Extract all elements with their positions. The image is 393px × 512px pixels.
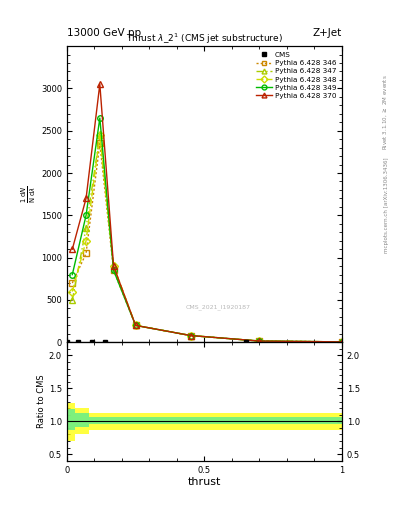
Bar [67,403,75,441]
Bar [75,408,89,435]
Bar [89,417,103,424]
Title: Thrust $\lambda$_2$^1$ (CMS jet substructure): Thrust $\lambda$_2$^1$ (CMS jet substruc… [126,32,283,46]
Text: 13000 GeV pp: 13000 GeV pp [67,28,141,38]
Bar [116,417,149,424]
Text: Z+Jet: Z+Jet [313,28,342,38]
Text: mcplots.cern.ch [arXiv:1306.3436]: mcplots.cern.ch [arXiv:1306.3436] [384,157,389,252]
Bar [103,413,116,430]
Bar [67,410,75,430]
Y-axis label: $\frac{1}{\mathrm{N}} \frac{\mathrm{d}N}{\mathrm{d}\lambda}$: $\frac{1}{\mathrm{N}} \frac{\mathrm{d}N}… [20,185,38,203]
Bar [149,417,342,424]
Bar [103,417,116,424]
Bar [116,413,149,430]
Bar [89,413,103,430]
Text: Rivet 3.1.10, $\geq$ 2M events: Rivet 3.1.10, $\geq$ 2M events [382,75,389,151]
Text: CMS_2021_I1920187: CMS_2021_I1920187 [185,304,251,310]
Bar [75,413,89,426]
X-axis label: thrust: thrust [188,477,221,487]
Bar [149,413,342,430]
Y-axis label: Ratio to CMS: Ratio to CMS [37,375,46,429]
Legend: CMS, Pythia 6.428 346, Pythia 6.428 347, Pythia 6.428 348, Pythia 6.428 349, Pyt: CMS, Pythia 6.428 346, Pythia 6.428 347,… [254,50,338,101]
